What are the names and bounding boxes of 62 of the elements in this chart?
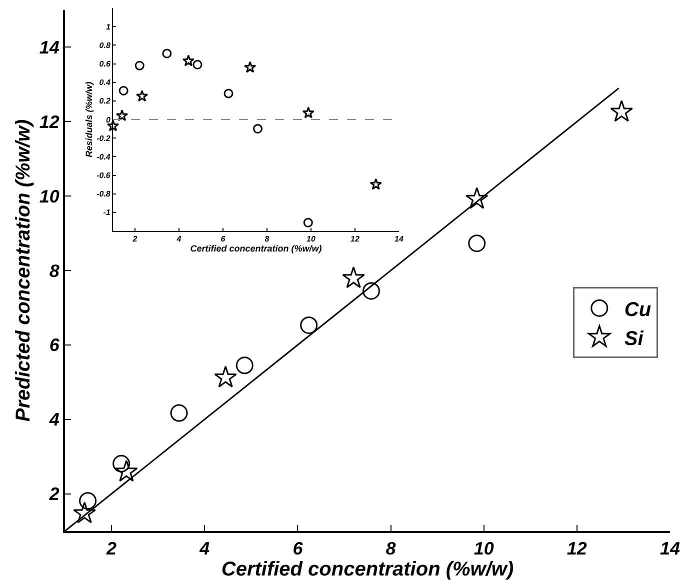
point bbox=[236, 356, 254, 374]
y-tick-label: 10 bbox=[39, 186, 60, 206]
x-tick-label: 14 bbox=[660, 538, 680, 559]
y-tick-label: 2 bbox=[48, 484, 60, 504]
y-tick-label: 14 bbox=[39, 38, 60, 58]
point bbox=[300, 316, 318, 334]
point bbox=[302, 106, 314, 118]
point bbox=[468, 234, 486, 252]
point bbox=[610, 100, 633, 122]
y-tick-label: 8 bbox=[49, 260, 60, 281]
point bbox=[342, 266, 365, 288]
y-tick-label: 0 bbox=[106, 115, 111, 124]
y-tick-label: 12 bbox=[39, 112, 60, 132]
y-tick-label: -0.8 bbox=[96, 190, 111, 199]
y-axis-title: Predicted concentration (%w/w) bbox=[12, 119, 34, 422]
y-tick-label: 0.8 bbox=[99, 40, 111, 50]
y-tick-label: 0.4 bbox=[99, 78, 111, 88]
x-tick-label: 14 bbox=[394, 234, 404, 244]
x-tick-label: 4 bbox=[198, 538, 210, 559]
y-tick-label: -0.2 bbox=[96, 134, 111, 143]
point bbox=[116, 109, 128, 122]
point bbox=[253, 124, 263, 134]
point bbox=[214, 366, 237, 388]
x-tick-label: 12 bbox=[566, 538, 587, 559]
y-tick-label: 4 bbox=[48, 410, 60, 430]
x-axis-title: Certified concentration (%w/w) bbox=[190, 244, 322, 254]
point bbox=[362, 282, 380, 300]
legend-label: Si bbox=[624, 328, 644, 350]
point bbox=[182, 54, 195, 66]
point bbox=[303, 218, 313, 228]
x-tick-label: 6 bbox=[292, 538, 304, 559]
point bbox=[79, 492, 97, 510]
y-tick-label: 0.2 bbox=[99, 96, 111, 106]
x-tick-label: 4 bbox=[176, 234, 182, 244]
x-tick-label: 2 bbox=[132, 234, 138, 244]
x-tick-label: 10 bbox=[306, 234, 316, 244]
x-tick-label: 10 bbox=[474, 538, 494, 559]
point bbox=[115, 460, 138, 482]
legend-label: Cu bbox=[624, 298, 652, 321]
point bbox=[118, 86, 128, 96]
point bbox=[370, 178, 382, 190]
y-tick-label: 0.6 bbox=[99, 60, 111, 69]
x-tick-label: 6 bbox=[220, 234, 226, 244]
y-tick-label: 6 bbox=[49, 335, 60, 356]
point bbox=[224, 88, 234, 98]
point bbox=[170, 404, 188, 422]
point bbox=[136, 90, 148, 102]
point bbox=[244, 61, 256, 73]
y-tick-label: -1 bbox=[103, 208, 111, 218]
y-tick-label: -0.6 bbox=[96, 171, 111, 180]
x-tick-label: 8 bbox=[386, 538, 396, 559]
point bbox=[162, 48, 172, 58]
point bbox=[192, 60, 202, 70]
point bbox=[134, 60, 144, 70]
y-tick-label: -0.4 bbox=[96, 152, 111, 162]
y-tick-label: 1 bbox=[106, 22, 111, 32]
point bbox=[73, 502, 96, 524]
x-tick-label: 12 bbox=[350, 234, 360, 244]
y-axis-title: Residuals (%w/w) bbox=[84, 82, 94, 158]
x-axis-title: Certified concentration (%w/w) bbox=[221, 558, 514, 581]
point bbox=[465, 187, 488, 209]
x-tick-label: 8 bbox=[264, 234, 270, 244]
